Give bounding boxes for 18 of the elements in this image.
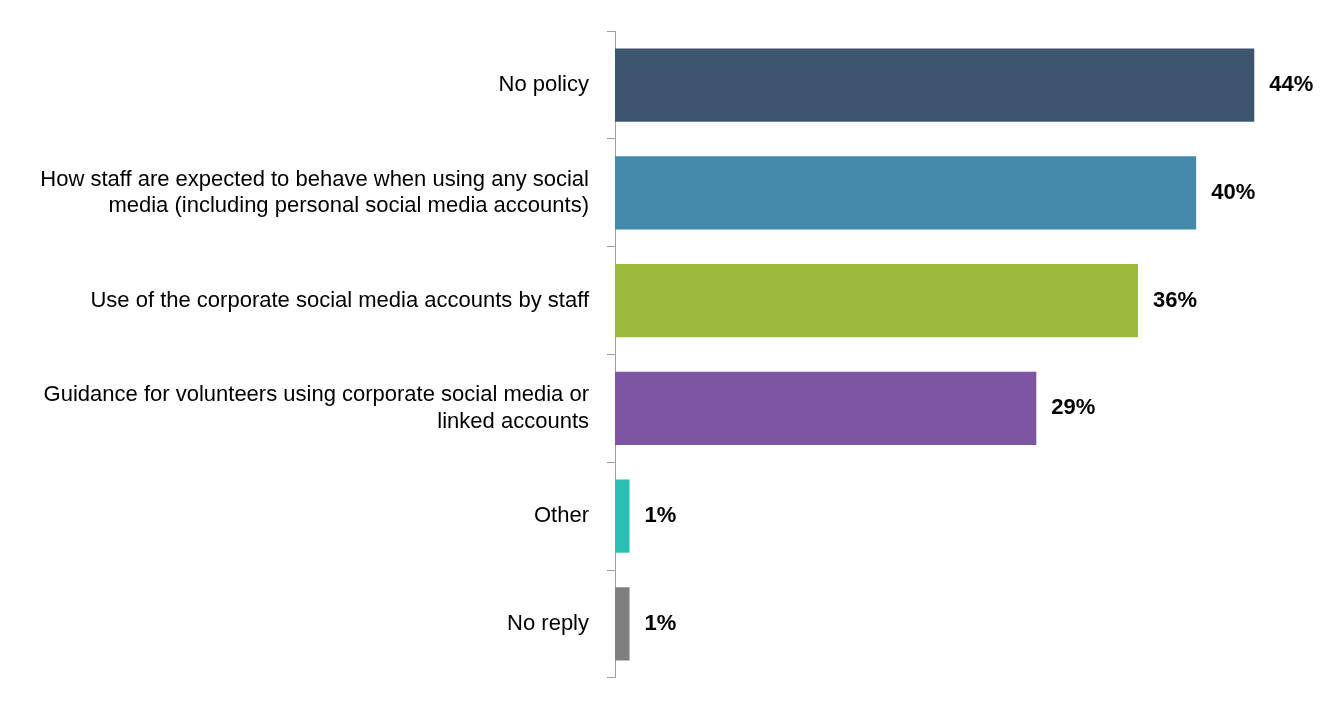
data-label: 40% — [1211, 178, 1256, 204]
data-label: 36% — [1153, 286, 1198, 312]
y-tick-label: Guidance for volunteers using corporate social media or linked accounts — [43, 381, 589, 433]
y-tick-label: Use of the corporate social media accounts by staff — [90, 286, 590, 312]
data-label: 1% — [644, 502, 677, 528]
data-label: 1% — [644, 609, 677, 635]
y-tick-label: No reply — [507, 609, 589, 635]
bar — [615, 371, 1037, 446]
y-tick-label: How staff are expected to behave when using any social media (including personal social media accounts) — [40, 165, 589, 218]
bar — [615, 587, 630, 661]
bar — [615, 263, 1139, 338]
y-tick-label: No policy — [498, 71, 589, 97]
data-label: 44% — [1269, 71, 1314, 97]
bar — [615, 156, 1197, 230]
y-tick-label: Other — [533, 502, 589, 528]
bar — [615, 479, 630, 553]
data-label: 29% — [1051, 394, 1096, 420]
bar — [615, 48, 1255, 122]
